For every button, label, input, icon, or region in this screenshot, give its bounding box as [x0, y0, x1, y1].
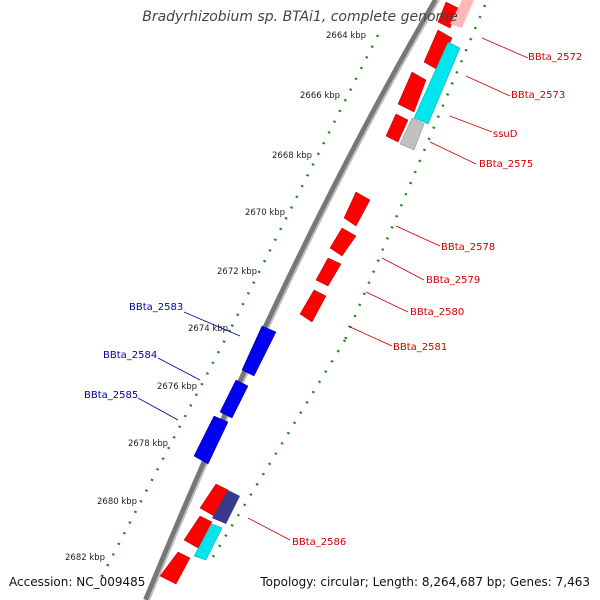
leader-bbta-2586 [247, 517, 291, 541]
gene-label: BBta_2580 [410, 307, 464, 318]
gene-label: BBta_2575 [479, 159, 533, 170]
gene-bbta-2574 [385, 113, 409, 143]
gene-label: BBta_2586 [292, 537, 346, 548]
leader-bbta-2583 [183, 311, 241, 337]
gc-dotted-inner-line [228, 34, 380, 331]
kbp-label: 2666 kbp [300, 91, 340, 101]
leader-bbta-2584 [157, 357, 201, 381]
kbp-label: 2674 kbp [188, 324, 228, 334]
gene-pink [450, 0, 474, 28]
gene-label: BBta_2583 [129, 302, 183, 313]
gene-label: BBta_2584 [103, 350, 157, 361]
gene-bbta-2583 [241, 325, 277, 377]
leader-bbta-2579 [381, 257, 425, 281]
gene-label: ssuD [493, 129, 518, 140]
kbp-label: 2676 kbp [157, 382, 197, 392]
gene-label: BBta_2573 [511, 90, 565, 101]
leader-bbta-2573 [465, 75, 511, 97]
genome-backbone [143, 0, 439, 600]
gc-dotted-outer-line-lower [206, 339, 347, 566]
gene-label: BBta_2581 [393, 342, 447, 353]
gene-bbta-2580 [315, 257, 342, 287]
map-title: Bradyrhizobium sp. BTAi1, complete genom… [142, 9, 458, 25]
leader-lines [137, 37, 529, 541]
gene-label: BBta_2579 [426, 275, 480, 286]
gene-bbta-2584 [219, 379, 249, 419]
rna-genes [193, 41, 461, 561]
gene-bbta-2586b [183, 515, 213, 549]
reverse-genes [193, 325, 277, 465]
gene-bbta-2581 [299, 289, 327, 323]
gene-bbta-2579 [329, 227, 357, 257]
gene-labels-left: BBta_2583 BBta_2584 BBta_2585 [84, 302, 183, 401]
gene-label: BBta_2585 [84, 390, 138, 401]
gene-bbta-2585 [193, 415, 229, 465]
accession-label: Accession: NC_009485 [9, 575, 146, 589]
gene-ssud-grey [399, 117, 425, 151]
kbp-label: 2682 kbp [65, 553, 105, 563]
forward-genes [159, 1, 459, 585]
gene-cyan-1 [413, 41, 461, 125]
gene-bbta-2573 [397, 71, 427, 113]
genome-backbone-highlight [148, 0, 440, 600]
leader-bbta-2581 [347, 325, 393, 347]
leader-bbta-2572 [481, 37, 529, 59]
kbp-label: 2664 kbp [326, 31, 366, 41]
gene-label: BBta_2578 [441, 242, 495, 253]
leader-bbta-2578 [395, 225, 441, 247]
leader-bbta-2580 [365, 291, 409, 313]
gene-bbta-2572b [437, 1, 459, 29]
gene-bbta-2578 [343, 191, 371, 227]
topology-label: Topology: circular; Length: 8,264,687 bp… [260, 575, 590, 589]
gene-cyan-2 [193, 523, 223, 561]
kbp-label: 2670 kbp [245, 208, 285, 218]
kbp-label-group: 2664 kbp 2666 kbp 2668 kbp 2670 kbp 2672… [65, 31, 366, 563]
gene-bbta-2586c [159, 551, 191, 585]
kbp-label: 2672 kbp [217, 267, 257, 277]
kbp-label: 2668 kbp [272, 151, 312, 161]
leader-bbta-2585 [137, 397, 179, 421]
gene-overlap-purple [212, 490, 240, 524]
gc-dotted-outer-line [343, 4, 487, 341]
gene-label: BBta_2572 [528, 52, 582, 63]
kbp-label: 2680 kbp [97, 497, 137, 507]
leader-ssud [449, 115, 493, 133]
leader-bbta-2575 [429, 141, 477, 165]
gene-labels-right: BBta_2572 BBta_2573 ssuD BBta_2575 BBta_… [292, 52, 582, 548]
kbp-label: 2678 kbp [128, 439, 168, 449]
